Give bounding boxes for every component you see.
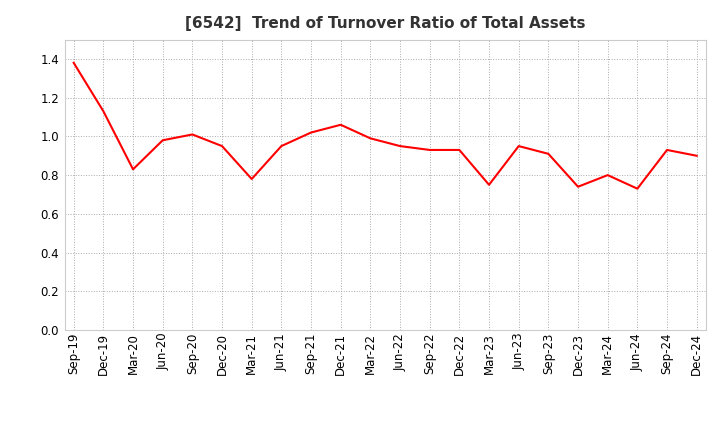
Title: [6542]  Trend of Turnover Ratio of Total Assets: [6542] Trend of Turnover Ratio of Total … <box>185 16 585 32</box>
